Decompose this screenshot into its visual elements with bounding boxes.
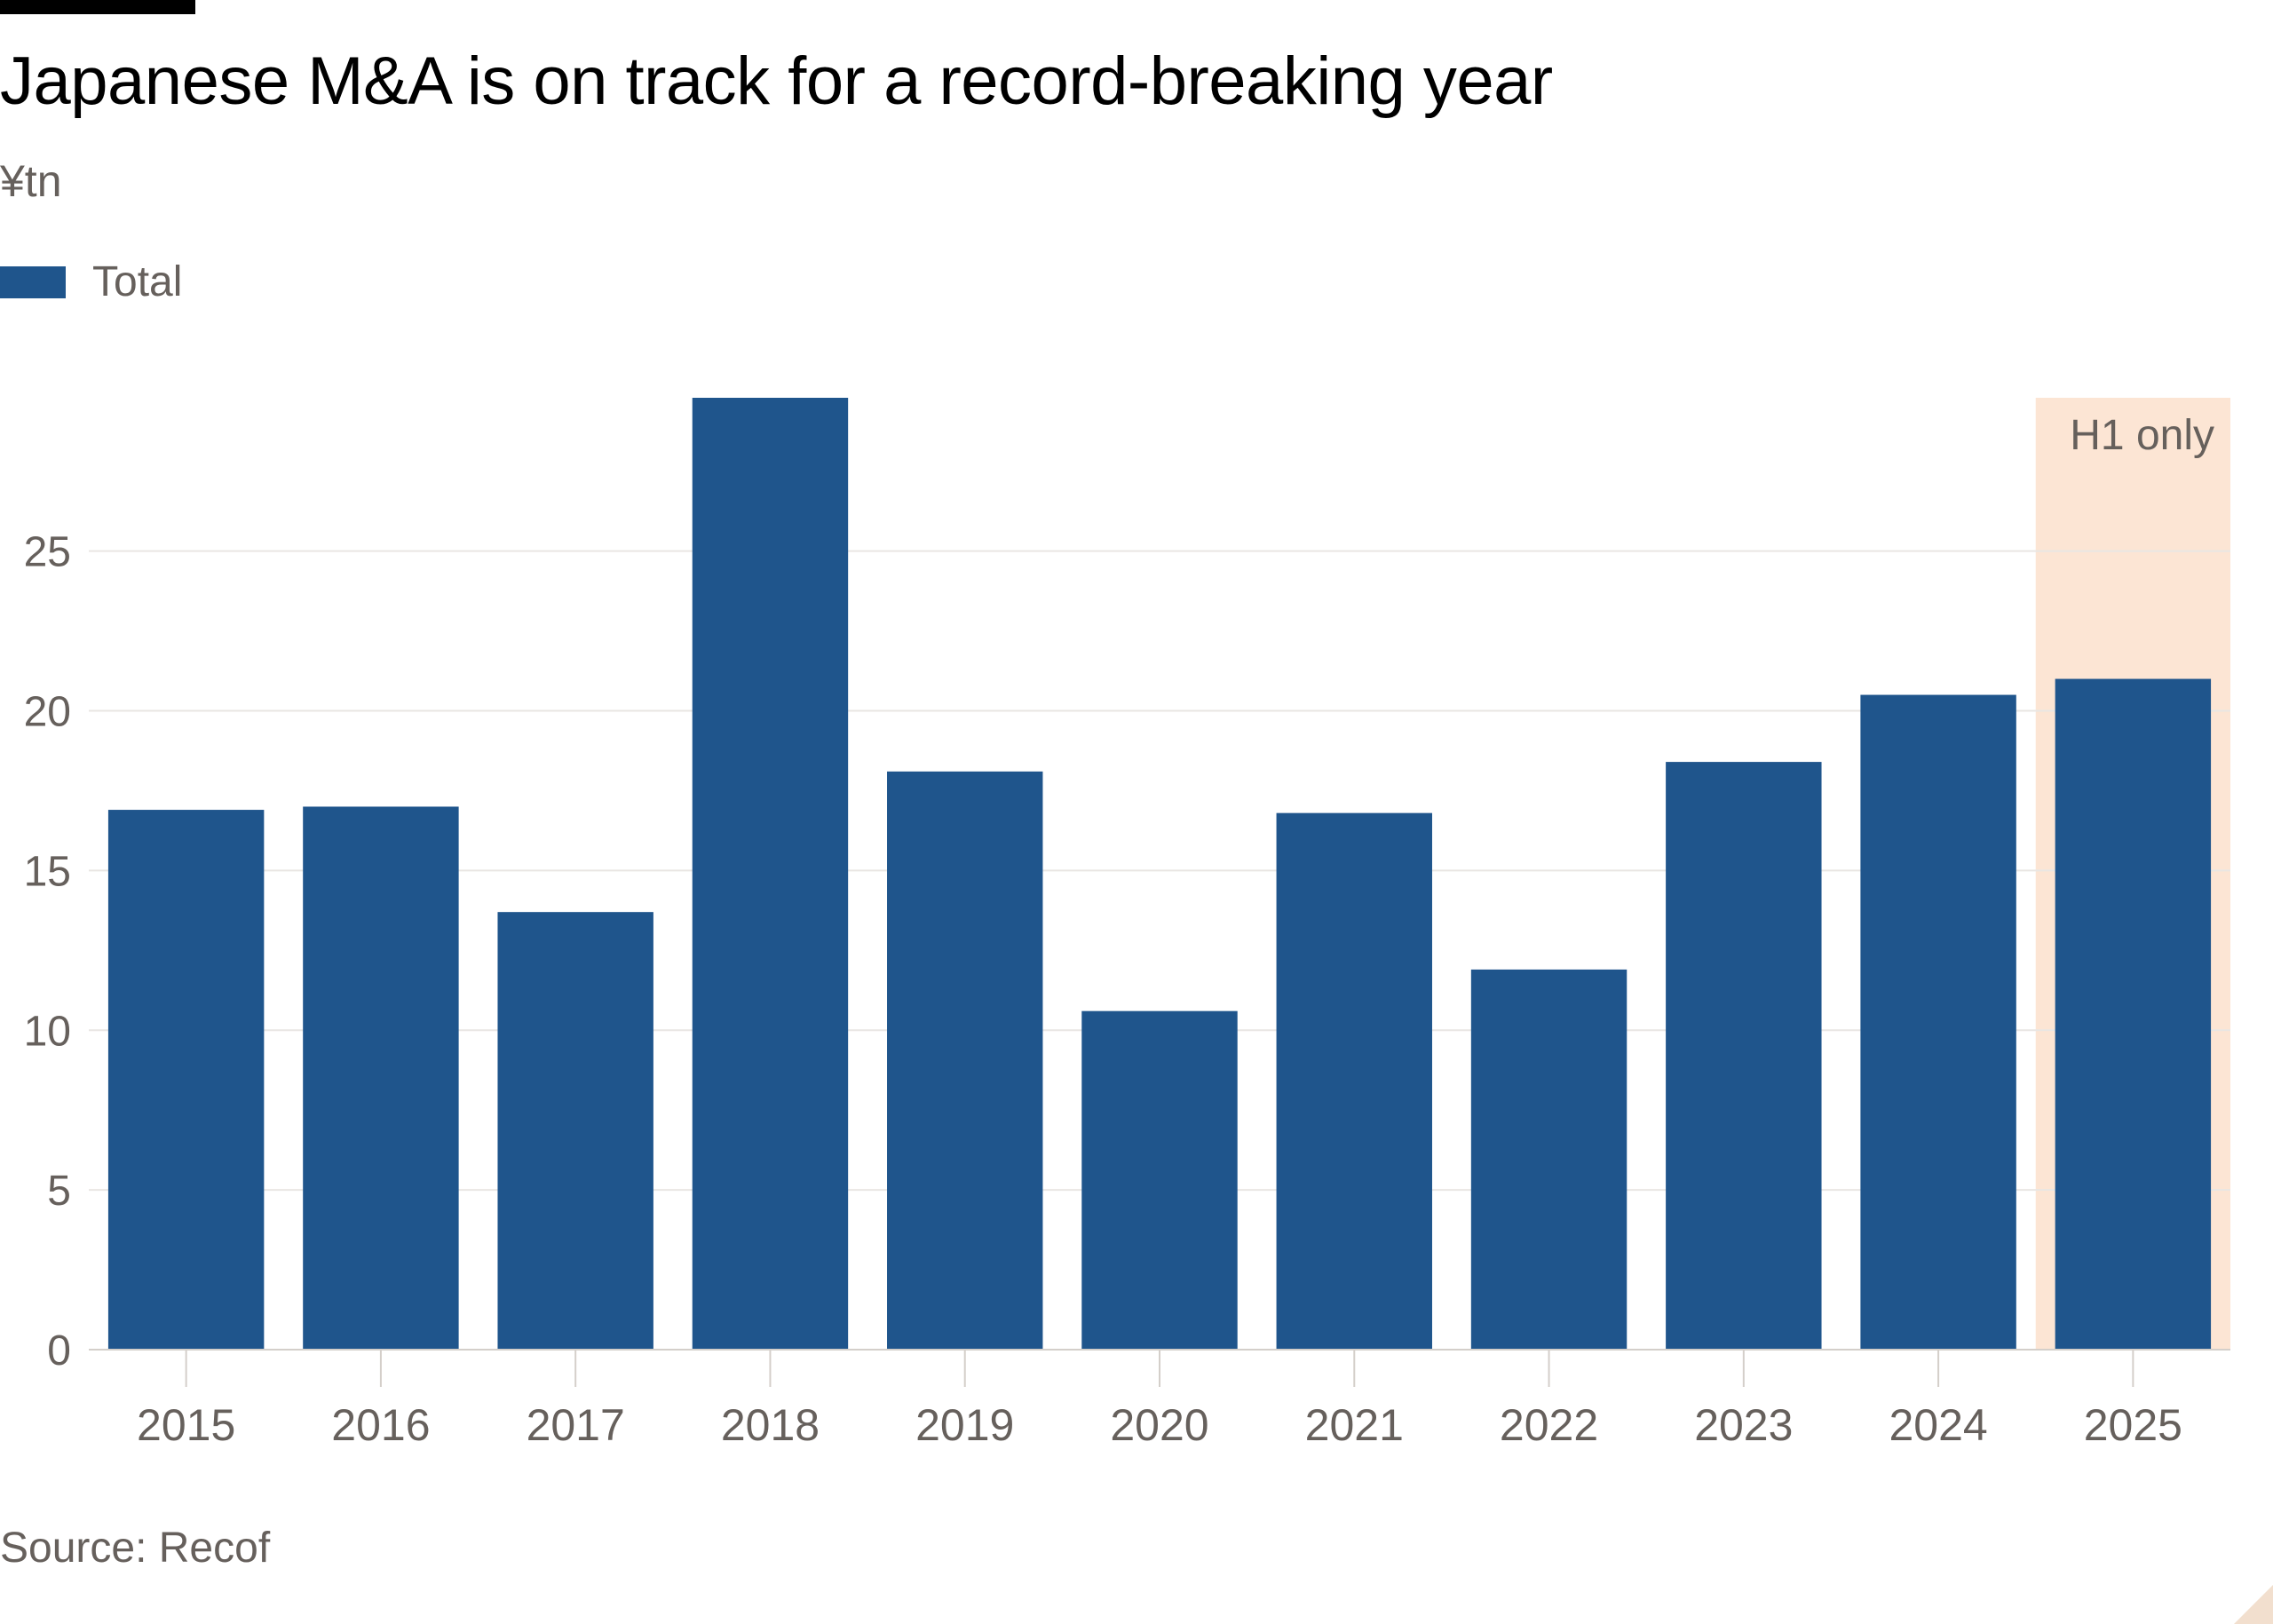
- bar-2025: [2055, 678, 2212, 1350]
- x-tick-label-2021: 2021: [1305, 1400, 1404, 1450]
- bar-2020: [1081, 1010, 1238, 1350]
- legend: Total: [0, 254, 182, 311]
- x-tick-label-2020: 2020: [1110, 1400, 1208, 1450]
- bar-2021: [1276, 812, 1432, 1350]
- y-tick-label-5: 5: [47, 1168, 71, 1215]
- bar-2023: [1666, 762, 1822, 1350]
- y-tick-label-10: 10: [24, 1008, 71, 1055]
- y-tick-label-20: 20: [24, 689, 71, 736]
- bar-2017: [497, 912, 653, 1350]
- bar-2016: [303, 806, 459, 1350]
- source-note: Source: Recof: [0, 1525, 271, 1572]
- x-tick-label-2015: 2015: [137, 1400, 235, 1450]
- x-tick-label-2023: 2023: [1694, 1400, 1793, 1450]
- chart-subtitle: ¥tn: [0, 156, 62, 206]
- chart-title: Japanese M&A is on track for a record-br…: [0, 44, 1553, 119]
- bar-2022: [1470, 969, 1628, 1350]
- bar-2018: [692, 398, 849, 1350]
- corner-fold: [2234, 1585, 2273, 1624]
- annotation-label-2025: H1 only: [2070, 412, 2214, 459]
- x-tick-label-2018: 2018: [721, 1400, 820, 1450]
- legend-swatch-total: [0, 266, 66, 298]
- x-tick-label-2022: 2022: [1500, 1400, 1598, 1450]
- bar-2015: [107, 810, 265, 1350]
- x-tick-label-2025: 2025: [2084, 1400, 2182, 1450]
- x-tick-label-2024: 2024: [1889, 1400, 1987, 1450]
- x-tick-label-2017: 2017: [527, 1400, 625, 1450]
- x-tick-label-2016: 2016: [331, 1400, 430, 1450]
- y-tick-label-0: 0: [47, 1327, 71, 1374]
- legend-label-total: Total: [92, 258, 183, 305]
- y-tick-label-25: 25: [24, 529, 71, 576]
- bar-2019: [887, 771, 1043, 1350]
- x-tick-label-2019: 2019: [915, 1400, 1014, 1450]
- brand-bar: [0, 0, 195, 14]
- y-tick-label-15: 15: [24, 848, 71, 895]
- bar-chart: H1 only 0 5 10 15 20 25 2015 2016 2017 2018 2019 202…: [0, 355, 2273, 1474]
- bar-2024: [1860, 694, 2016, 1350]
